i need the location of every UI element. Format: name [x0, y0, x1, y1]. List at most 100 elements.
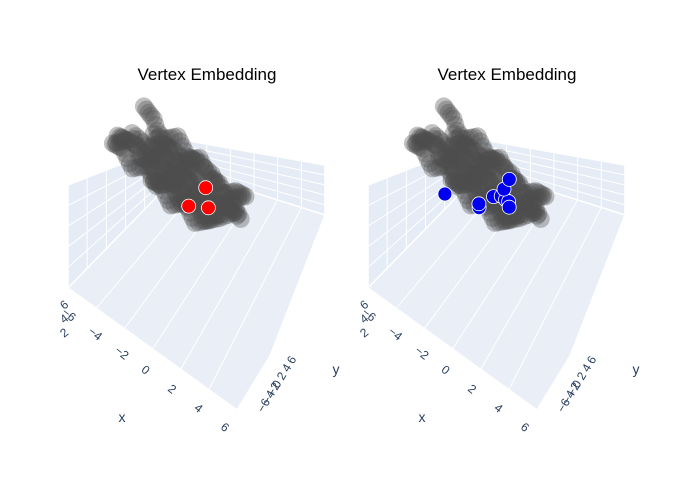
embedding-point [159, 172, 178, 191]
embedding-point [447, 141, 466, 160]
embedding-point [154, 129, 173, 148]
embedding-point [166, 184, 185, 203]
embedding-point [183, 150, 202, 168]
embedding-point [481, 159, 499, 177]
embedding-point [164, 165, 183, 184]
embedding-point [459, 154, 478, 173]
embedding-point [531, 209, 550, 228]
embedding-point [144, 149, 163, 168]
embedding-point [157, 171, 176, 190]
embedding-point [132, 149, 151, 168]
embedding-point [423, 159, 442, 178]
embedding-point [117, 130, 135, 149]
gridline [367, 163, 484, 268]
y-tick-label: −4 [559, 388, 578, 407]
embedding-point [217, 197, 236, 216]
embedding-point [476, 151, 495, 170]
embedding-point [164, 149, 182, 168]
embedding-point [444, 149, 463, 168]
gridline [367, 157, 484, 248]
embedding-point [451, 176, 470, 195]
embedding-point [529, 188, 548, 207]
embedding-point [457, 186, 476, 205]
embedding-point [465, 142, 484, 161]
embedding-point [151, 133, 170, 152]
embedding-point [481, 173, 500, 191]
highlight-point [501, 199, 517, 215]
embedding-point [199, 161, 217, 180]
embedding-point [156, 161, 175, 180]
embedding-point [176, 142, 194, 161]
embedding-point [514, 183, 533, 202]
embedding-point [218, 206, 237, 224]
embedding-point [524, 201, 543, 220]
embedding-point [449, 173, 468, 191]
embedding-point [183, 172, 202, 190]
embedding-point [426, 127, 445, 146]
embedding-point [412, 128, 431, 147]
embedding-point [156, 134, 175, 153]
embedding-point [429, 138, 447, 156]
embedding-point [444, 124, 463, 143]
embedding-point [469, 177, 487, 196]
y-tick-label: −4 [259, 388, 278, 407]
embedding-point [219, 193, 238, 212]
embedding-point [464, 170, 483, 189]
embedding-point [418, 131, 437, 150]
embedding-point [526, 199, 545, 218]
embedding-point [222, 200, 241, 219]
x-tick-label: 0 [439, 362, 453, 377]
embedding-point [423, 124, 442, 143]
embedding-point [454, 175, 473, 194]
embedding-point [514, 207, 533, 226]
gridline [482, 145, 626, 176]
embedding-point [516, 194, 534, 213]
embedding-point [149, 134, 168, 153]
embedding-point [456, 136, 475, 155]
embedding-point [461, 128, 480, 147]
x-tick-label: 0 [139, 362, 153, 377]
embedding-point [435, 150, 454, 169]
embedding-point [209, 173, 228, 192]
embedding-point [451, 125, 470, 144]
embedding-point [159, 162, 178, 181]
embedding-point [512, 178, 531, 197]
x-axis-label: x [419, 409, 426, 425]
embedding-point [181, 159, 199, 177]
embedding-point [226, 182, 245, 201]
y-axis-label: y [333, 361, 340, 377]
embedding-point [442, 138, 461, 157]
embedding-point [192, 153, 211, 172]
embedding-point [473, 155, 492, 174]
embedding-point [224, 203, 243, 222]
embedding-point [180, 148, 199, 167]
embedding-point [144, 124, 163, 143]
embedding-point [442, 166, 461, 185]
embedding-point [236, 187, 255, 206]
embedding-point [478, 168, 497, 186]
embedding-point [149, 146, 168, 165]
embedding-point [173, 137, 192, 156]
embedding-point [464, 164, 482, 183]
gridline [67, 157, 184, 248]
embedding-point [459, 162, 478, 181]
embedding-point [113, 129, 132, 148]
embedding-point [522, 189, 540, 208]
embedding-point [471, 163, 490, 182]
embedding-point [512, 184, 531, 203]
embedding-point [137, 151, 156, 170]
embedding-point [176, 156, 195, 175]
embedding-point [106, 135, 125, 154]
embedding-point [461, 139, 480, 157]
embedding-point [212, 195, 231, 213]
embedding-point [450, 127, 469, 146]
x-tick-label: 2 [465, 381, 479, 396]
embedding-point [442, 171, 461, 190]
embedding-point [145, 171, 164, 190]
embedding-point [111, 133, 130, 151]
embedding-point [157, 186, 176, 205]
embedding-point [232, 188, 251, 207]
highlight-point [501, 171, 517, 187]
gridline [152, 192, 255, 350]
z-tick-label: 2 [357, 325, 371, 340]
